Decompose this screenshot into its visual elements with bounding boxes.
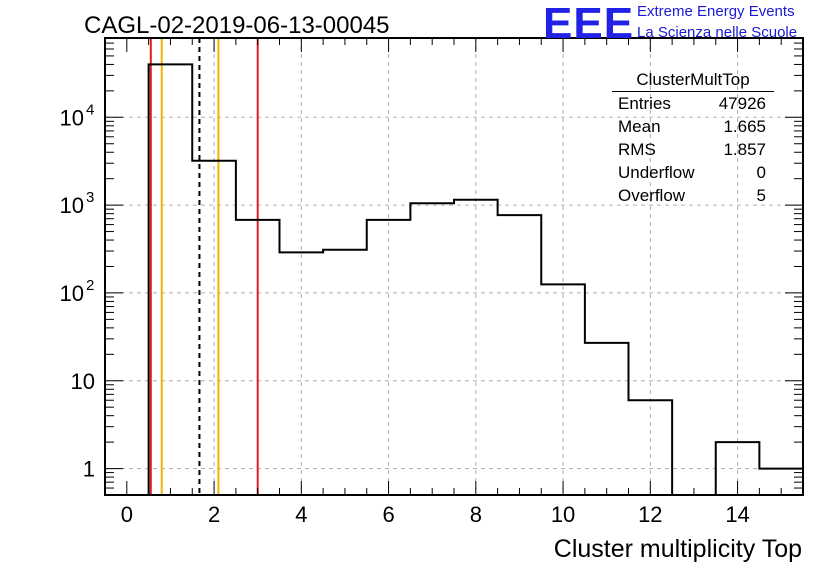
x-tick-label: 10: [551, 502, 575, 527]
stats-label: Overflow: [618, 186, 686, 205]
y-tick-exponent: 2: [86, 277, 94, 294]
stats-box: ClusterMultTop Entries 47926 Mean 1.665 …: [612, 70, 774, 209]
x-tick-label: 12: [638, 502, 662, 527]
stats-label: Mean: [618, 117, 661, 136]
x-tick-label: 14: [725, 502, 749, 527]
stats-row-underflow: Underflow 0: [612, 163, 774, 186]
reference-lines: [149, 38, 259, 495]
logo-line-2: La Scienza nelle Scuole: [637, 24, 798, 41]
stats-value: 5: [756, 186, 766, 205]
stats-label: Entries: [618, 94, 671, 113]
x-axis-label: Cluster multiplicity Top: [553, 535, 802, 563]
x-tick-label: 2: [208, 502, 220, 527]
x-tick-label: 0: [121, 502, 133, 527]
stats-row-entries: Entries 47926: [612, 94, 774, 117]
y-tick-exponent: 3: [86, 189, 94, 206]
stats-label: Underflow: [618, 163, 695, 182]
stats-value: 1.665: [723, 117, 766, 136]
x-tick-label: 4: [295, 502, 307, 527]
stats-value: 47926: [718, 94, 766, 113]
stats-row-overflow: Overflow 5: [612, 186, 774, 209]
stats-box-title: ClusterMultTop: [612, 70, 774, 92]
logo-line-1: Extreme Energy Events: [637, 3, 795, 20]
x-tick-label: 8: [470, 502, 482, 527]
x-tick-label: 6: [382, 502, 394, 527]
stats-label: RMS: [618, 140, 656, 159]
stats-value: 0: [756, 163, 766, 182]
stats-row-rms: RMS 1.857: [612, 140, 774, 163]
eee-logo: EEE: [543, 0, 635, 48]
stats-value: 1.857: [723, 140, 766, 159]
chart-title: CAGL-02-2019-06-13-00045: [84, 12, 390, 39]
y-tick-exponent: 4: [86, 101, 94, 118]
histogram-outline: [105, 63, 803, 496]
stats-row-mean: Mean 1.665: [612, 117, 774, 140]
y-tick-label: 10: [60, 193, 84, 218]
y-tick-label: 10: [60, 281, 84, 306]
y-tick-label: 10: [60, 105, 84, 130]
y-tick-label: 10: [71, 369, 95, 394]
y-tick-label: 1: [83, 457, 95, 482]
